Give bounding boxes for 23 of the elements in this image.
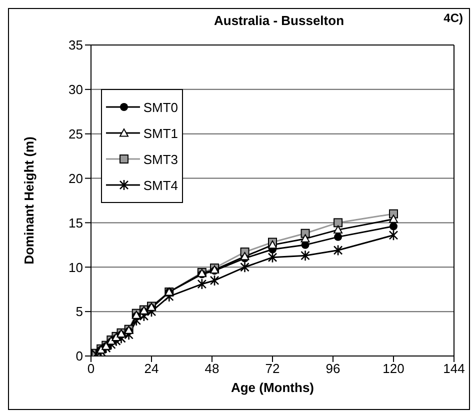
legend-label: SMT1 [143,126,178,140]
legend-label: SMT4 [143,178,178,192]
x-tick-label: 120 [382,361,404,376]
text: 4C) [444,11,463,25]
chart-title: Australia - Busselton [214,13,344,28]
x-tick-label: 24 [144,361,159,376]
y-tick-label: 10 [68,260,83,275]
x-axis-title: Age (Months) [230,380,314,395]
y-tick-label: 0 [76,348,83,364]
legend-label: SMT0 [143,100,178,114]
x-tick-label: 96 [326,361,340,376]
y-tick-label: 30 [68,82,83,98]
y-axis-title: Dominant Height (m) [22,136,37,264]
x-tick-label: 72 [265,361,280,376]
y-tick-label: 25 [68,126,83,142]
y-tick-label: 20 [68,170,83,186]
y-tick-label: 15 [68,215,83,230]
x-tick-label: 48 [204,361,220,376]
y-tick-label: 35 [68,38,83,53]
legend-label: SMT3 [143,152,178,166]
x-tick-label: 144 [443,361,465,376]
x-tick-label: 0 [87,361,95,376]
y-tick-label: 5 [76,304,83,320]
